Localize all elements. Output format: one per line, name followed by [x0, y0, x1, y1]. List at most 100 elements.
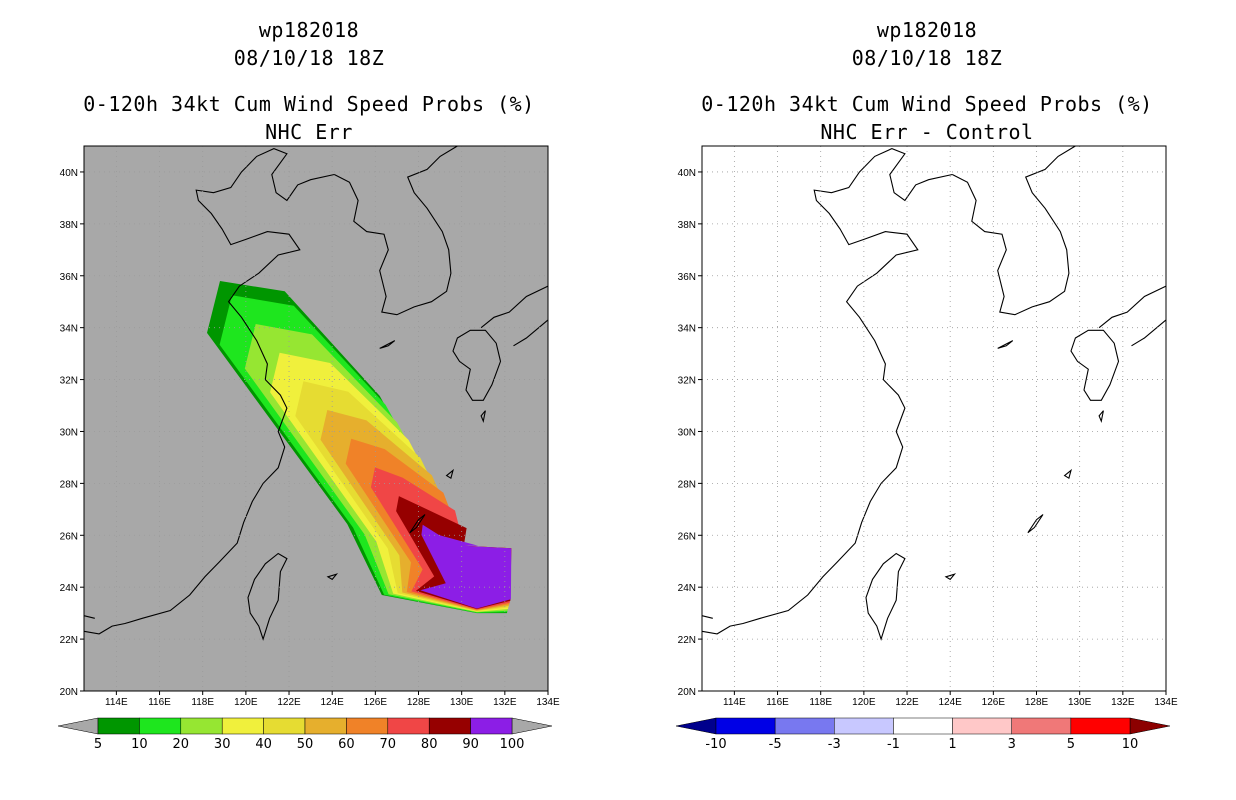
colorbar-swatch: [346, 717, 389, 735]
colorbar-over-arrow: [1129, 717, 1171, 735]
lon-tick-label: 122E: [277, 697, 301, 708]
coastline-shikoku: [513, 319, 549, 347]
colorbar-swatch: [1070, 717, 1131, 735]
lat-tick-label: 20N: [60, 687, 78, 698]
island: [997, 340, 1014, 349]
probability-contours: [207, 281, 512, 614]
coastline-shikoku: [1131, 319, 1167, 347]
lat-tick-label: 30N: [678, 427, 696, 438]
lon-tick-label: 128E: [407, 697, 431, 708]
lon-tick-label: 116E: [148, 697, 171, 708]
lat-tick-label: 24N: [60, 583, 78, 594]
island: [326, 573, 339, 581]
colorbar-label: 3: [1008, 737, 1016, 752]
coastline-hainanish: [83, 615, 95, 619]
lat-tick-label: 36N: [678, 272, 696, 283]
coastline-china: [701, 148, 953, 635]
map-background: [702, 146, 1166, 691]
colorbar-label: 20: [173, 737, 190, 752]
storm-id-title: wp182018: [258, 18, 360, 42]
lat-tick-label: 32N: [60, 376, 78, 387]
colorbar-label: 50: [297, 737, 314, 752]
colorbar-swatch: [952, 717, 1012, 735]
lat-tick-label: 28N: [60, 479, 78, 490]
island: [1098, 410, 1104, 423]
colorbar-label: 30: [214, 737, 231, 752]
lon-tick-label: 128E: [1025, 697, 1049, 708]
colorbar-label: 1: [948, 737, 956, 752]
lon-tick-label: 134E: [536, 697, 560, 708]
colorbar-label: 60: [338, 737, 355, 752]
colorbar-label: 100: [500, 737, 525, 752]
datetime-title: 08/10/18 18Z: [851, 46, 1003, 70]
coastline-china: [83, 148, 335, 635]
subtitle: NHC Err: [265, 120, 353, 144]
colorbar-label: 10: [1122, 737, 1139, 752]
lon-tick-label: 132E: [493, 697, 517, 708]
lon-tick-label: 124E: [321, 697, 345, 708]
lon-tick-label: 118E: [809, 697, 832, 708]
coastline-honshu: [1098, 285, 1167, 329]
colorbar-swatch: [139, 717, 182, 735]
lat-tick-label: 38N: [678, 220, 696, 231]
island: [480, 410, 486, 423]
colorbar-swatch: [715, 717, 776, 735]
probability-map: 114E 116E 118E 120E 122E 124E 126E 128E 130E 132E…: [57, 145, 560, 752]
island: [1027, 514, 1044, 534]
island: [445, 468, 454, 480]
lon-tick-label: 118E: [191, 697, 214, 708]
subtitle: NHC Err - Control: [820, 120, 1034, 144]
lat-tick-label: 38N: [60, 220, 78, 231]
coastlines: [83, 145, 549, 641]
lon-tick-label: 126E: [364, 697, 388, 708]
island: [1063, 468, 1072, 480]
colorbar-label: 70: [380, 737, 397, 752]
lat-tick-label: 26N: [678, 531, 696, 542]
lon-tick-label: 132E: [1111, 697, 1135, 708]
lon-tick-label: 122E: [895, 697, 919, 708]
lon-tick-label: 126E: [982, 697, 1006, 708]
lon-tick-label: 134E: [1154, 697, 1178, 708]
coastline-korea: [952, 145, 1076, 316]
colorbar-swatch: [834, 717, 894, 735]
lat-tick-label: 26N: [60, 531, 78, 542]
coastline-hainanish: [701, 615, 713, 619]
lat-tick-label: 28N: [678, 479, 696, 490]
colorbar-label: 80: [421, 737, 438, 752]
island: [409, 514, 426, 534]
map-frame: [83, 145, 549, 692]
coastline-kyushu: [1070, 329, 1120, 401]
colorbar-under-arrow: [675, 717, 717, 735]
coastlines: [701, 145, 1167, 641]
colorbar-swatch: [470, 717, 513, 735]
lat-tick-label: 40N: [678, 168, 696, 179]
coastline-korea: [334, 145, 458, 316]
coastline-kyushu: [452, 329, 502, 401]
coastline-honshu: [480, 285, 549, 329]
colorbar-swatch: [97, 717, 140, 735]
lon-tick-label: 124E: [939, 697, 963, 708]
lat-tick-label: 40N: [60, 168, 78, 179]
lon-tick-label: 130E: [1068, 697, 1092, 708]
storm-id-title: wp182018: [876, 18, 978, 42]
colorbar: -10 -5 -3 -1 1 3 5 10: [675, 717, 1171, 752]
island: [944, 573, 957, 581]
prob-contour-90: [420, 524, 512, 609]
lon-tick-label: 114E: [105, 697, 128, 708]
coastline-taiwan: [865, 552, 906, 641]
colorbar-label: 10: [131, 737, 148, 752]
island: [379, 340, 396, 349]
lat-tick-label: 36N: [60, 272, 78, 283]
left-panel: wp182018 08/10/18 18Z 0-120h 34kt Cum Wi…: [57, 18, 560, 752]
colorbar-label: 40: [255, 737, 272, 752]
colorbar-label: 90: [462, 737, 479, 752]
lon-tick-label: 116E: [766, 697, 789, 708]
lon-tick-label: 114E: [723, 697, 746, 708]
lat-tick-label: 34N: [60, 324, 78, 335]
right-panel: wp182018 08/10/18 18Z 0-120h 34kt Cum Wi…: [618, 0, 1236, 800]
lat-tick-label: 24N: [678, 583, 696, 594]
lat-tick-label: 32N: [678, 376, 696, 387]
map-frame: [701, 145, 1167, 692]
colorbar-label: -10: [705, 737, 726, 752]
lon-tick-label: 130E: [450, 697, 474, 708]
